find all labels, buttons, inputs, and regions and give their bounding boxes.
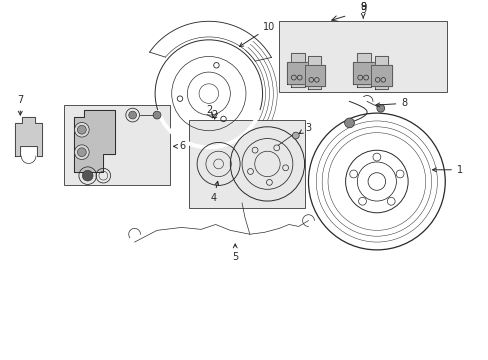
Circle shape — [344, 118, 354, 128]
Text: 2: 2 — [211, 110, 217, 120]
Circle shape — [292, 132, 299, 139]
Bar — [189, 120, 304, 208]
Text: 8: 8 — [375, 98, 407, 108]
Polygon shape — [374, 56, 387, 89]
Circle shape — [153, 111, 161, 119]
Text: 2: 2 — [205, 105, 212, 115]
Circle shape — [128, 111, 136, 119]
Text: 9: 9 — [359, 3, 366, 18]
Text: 3: 3 — [299, 123, 311, 134]
Bar — [64, 105, 169, 185]
Text: 9: 9 — [359, 5, 366, 15]
Polygon shape — [286, 62, 308, 84]
Circle shape — [77, 125, 86, 134]
Polygon shape — [16, 117, 41, 156]
Text: 10: 10 — [239, 22, 275, 46]
Circle shape — [74, 122, 89, 137]
Text: 9: 9 — [359, 1, 366, 12]
Text: 7: 7 — [17, 95, 23, 115]
Polygon shape — [74, 110, 115, 172]
Text: 4: 4 — [210, 181, 218, 203]
Text: 1: 1 — [431, 165, 462, 175]
Circle shape — [376, 104, 384, 112]
Polygon shape — [357, 53, 370, 87]
Circle shape — [82, 170, 93, 181]
Circle shape — [74, 145, 89, 159]
Circle shape — [77, 148, 86, 157]
Polygon shape — [308, 56, 321, 89]
Text: 6: 6 — [173, 141, 185, 151]
Polygon shape — [290, 53, 304, 87]
Polygon shape — [353, 62, 374, 84]
Bar — [279, 21, 447, 92]
Text: 5: 5 — [232, 244, 238, 262]
Polygon shape — [304, 65, 325, 86]
Polygon shape — [370, 65, 391, 86]
